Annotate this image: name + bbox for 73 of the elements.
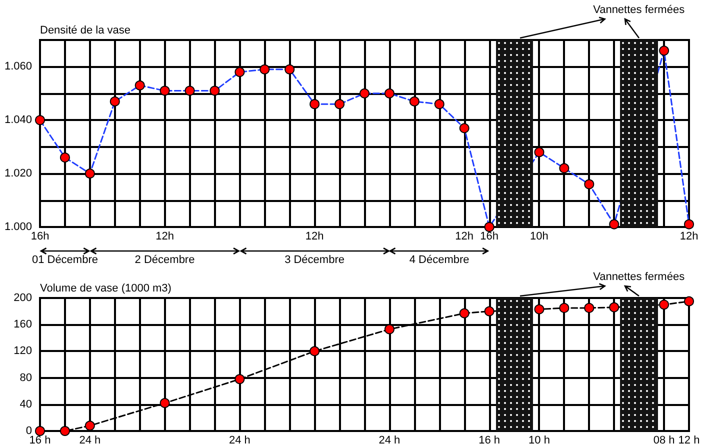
y-tick-label: 1.060 [4,60,32,73]
point [684,219,694,230]
point [459,123,470,134]
point [110,96,120,106]
point [559,302,570,313]
point [459,308,470,318]
point [60,152,70,163]
x-tick-label: 08 h [653,434,675,446]
point [659,46,670,56]
point [35,115,45,126]
point [84,168,95,179]
x-tick-label: 24 h [79,434,101,446]
point [384,88,394,98]
point [310,346,320,356]
point [534,147,544,158]
y-tick-label: 80 [20,372,32,384]
x-tick-label: 24 h [228,434,250,446]
point [534,304,544,314]
point [360,88,370,98]
point [434,99,444,110]
y-tick-label: 160 [14,318,32,331]
text: 2 Décembre [134,254,195,267]
text: 3 Décembre [284,254,344,267]
point [260,64,270,74]
point [160,86,170,96]
x-tick-label: 10 h [528,434,550,446]
text: 4 Décembre [409,254,470,267]
text: Vannettes fermées [593,271,685,284]
point [184,86,195,96]
point [609,219,620,230]
y-tick-label: 1.000 [4,221,32,233]
point [484,222,494,232]
x-tick-label: 12h [305,230,324,242]
point [659,300,670,310]
point [35,426,45,436]
y-tick-label: 0 [26,425,32,437]
text: Vannettes fermées [593,4,685,17]
text: 01 Décembre [32,254,98,267]
point [84,420,95,431]
x-tick-label: 12h [680,230,698,242]
point [134,80,145,90]
point [234,374,245,384]
point [210,86,220,96]
y-axis-title: Densité de la vase [40,24,130,36]
x-tick-label: 12 h [678,434,700,446]
y-tick-label: 200 [14,292,32,304]
x-tick-label: 12h [156,230,174,242]
point [584,179,594,190]
x-tick-label: 16 h [478,434,500,446]
point [609,302,620,312]
y-tick-label: 40 [20,398,32,410]
y-tick-label: 1.020 [4,168,32,180]
x-tick-label: 16h [480,230,498,242]
y-tick-label: 1.040 [4,114,32,126]
x-tick-label: 10h [530,230,548,242]
point [160,398,170,408]
point [584,302,594,313]
point [310,99,320,110]
y-axis-title: Volume de vase (1000 m3) [40,282,172,294]
point [334,99,345,110]
point [234,67,245,78]
point [684,296,694,306]
point [409,96,420,106]
point [384,324,394,334]
x-tick-label: 16h [30,230,50,242]
point [559,163,570,174]
x-tick-label: 12h [455,230,474,242]
x-tick-label: 24 h [378,434,400,446]
y-tick-label: 120 [14,345,32,358]
point [60,426,70,436]
point [484,306,494,316]
point [284,64,295,74]
x-tick-label: 16 h [29,434,51,446]
